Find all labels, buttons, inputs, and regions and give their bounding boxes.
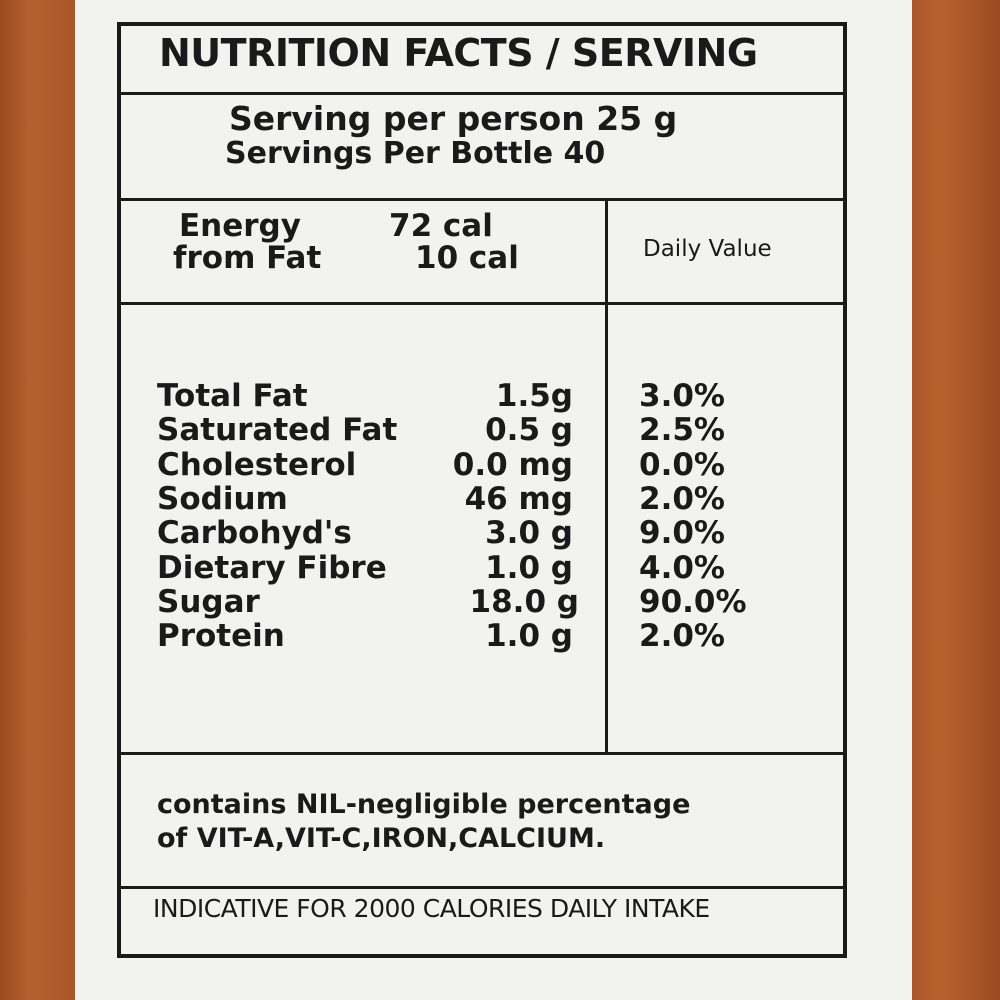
from-fat-value: 10 cal [415, 240, 519, 276]
divider [121, 752, 843, 755]
nutrient-daily-value: 2.0% [639, 618, 725, 654]
nutrient-name: Dietary Fibre [157, 550, 387, 586]
column-divider [605, 198, 608, 752]
nutrient-amount: 46 mg [464, 481, 573, 517]
nil-note-line1: contains NIL-negligible percentage [157, 789, 691, 820]
nutrient-daily-value: 0.0% [639, 447, 725, 483]
nutrient-row: Saturated Fat 0.5 g 2.5% [121, 412, 851, 448]
energy-value: 72 cal [389, 208, 493, 244]
indicative-footer: INDICATIVE FOR 2000 CALORIES DAILY INTAK… [153, 894, 710, 923]
nutrient-amount: 0.0 mg [452, 447, 573, 483]
nutrient-row: Protein 1.0 g 2.0% [121, 618, 851, 654]
nutrient-daily-value: 2.0% [639, 481, 725, 517]
nutrient-daily-value: 3.0% [639, 378, 725, 414]
serving-per-person: Serving per person 25 g [229, 99, 678, 138]
nutrient-name: Sodium [157, 481, 288, 517]
nutrient-amount: 3.0 g [485, 515, 573, 551]
nutrient-amount: 18.0 g [469, 584, 579, 620]
divider [121, 886, 843, 889]
nutrient-name: Cholesterol [157, 447, 357, 483]
nutrient-amount: 0.5 g [485, 412, 573, 448]
nutrient-row: Dietary Fibre 1.0 g 4.0% [121, 550, 851, 586]
label-paper [75, 0, 912, 1000]
nutrient-name: Protein [157, 618, 285, 654]
divider [121, 302, 843, 305]
nutrient-row: Sugar 18.0 g 90.0% [121, 584, 851, 620]
nutrient-name: Sugar [157, 584, 260, 620]
nutrient-daily-value: 90.0% [639, 584, 747, 620]
nil-note-line2: of VIT-A,VIT-C,IRON,CALCIUM. [157, 823, 606, 854]
energy-label: Energy [179, 208, 301, 244]
nutrient-daily-value: 4.0% [639, 550, 725, 586]
nutrient-amount: 1.0 g [485, 550, 573, 586]
servings-per-bottle: Servings Per Bottle 40 [225, 136, 606, 171]
divider [121, 92, 843, 95]
nutrient-daily-value: 9.0% [639, 515, 725, 551]
nutrient-row: Carbohyd's 3.0 g 9.0% [121, 515, 851, 551]
nutrition-facts-panel: NUTRITION FACTS / SERVING Serving per pe… [117, 22, 847, 958]
nutrient-amount: 1.0 g [485, 618, 573, 654]
nutrient-name: Saturated Fat [157, 412, 398, 448]
nutrient-daily-value: 2.5% [639, 412, 725, 448]
nutrient-row: Total Fat 1.5g 3.0% [121, 378, 851, 414]
nutrient-name: Carbohyd's [157, 515, 352, 551]
nutrient-name: Total Fat [157, 378, 308, 414]
from-fat-label: from Fat [173, 240, 322, 276]
daily-value-header: Daily Value [643, 236, 772, 262]
nutrient-row: Cholesterol 0.0 mg 0.0% [121, 447, 851, 483]
nutrient-amount: 1.5g [495, 378, 573, 414]
nutrition-title: NUTRITION FACTS / SERVING [159, 31, 758, 75]
nutrient-row: Sodium 46 mg 2.0% [121, 481, 851, 517]
divider [121, 198, 843, 201]
